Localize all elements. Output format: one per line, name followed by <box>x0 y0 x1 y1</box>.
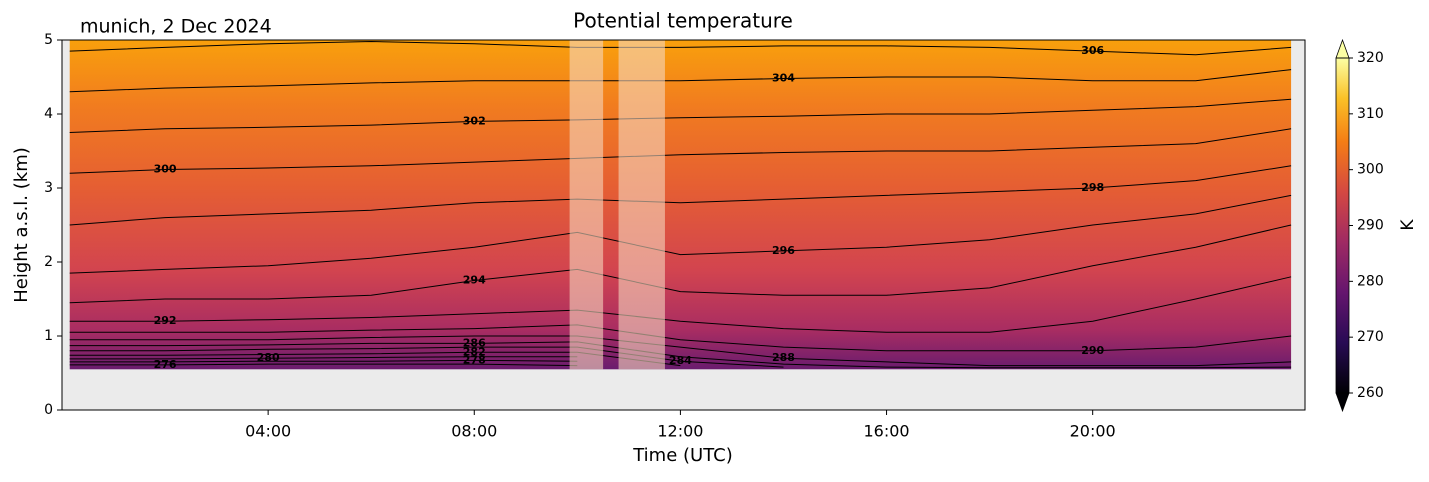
contour-line <box>69 194 1292 274</box>
colorbar-tick-label: 320 <box>1357 50 1384 66</box>
y-tick-label: 3 <box>44 180 53 196</box>
colorbar-label: K <box>1398 219 1418 231</box>
colorbar-tick-label: 280 <box>1357 273 1384 289</box>
contour-label: 282 <box>463 345 486 358</box>
contour-line <box>69 165 1292 226</box>
contour-label: 276 <box>154 358 177 371</box>
contour-label: 304 <box>772 71 795 84</box>
colorbar-tick-label: 300 <box>1357 162 1384 178</box>
contour-label: 292 <box>154 314 177 327</box>
x-tick-label: 04:00 <box>245 422 291 441</box>
contour-line <box>69 98 1292 133</box>
plot-frame <box>61 39 1306 411</box>
colorbar-tick-label: 270 <box>1357 329 1384 345</box>
location-label: munich, 2 Dec 2024 <box>80 16 272 38</box>
masked-interval <box>618 40 665 370</box>
contour-line <box>69 356 578 360</box>
x-axis-label: Time (UTC) <box>632 445 733 466</box>
contour-line <box>69 363 578 367</box>
contour-label: 286 <box>463 336 486 349</box>
contour-label: 288 <box>772 351 795 364</box>
contour-line <box>69 324 1292 352</box>
contour-label: 302 <box>463 114 486 127</box>
contour-line <box>69 335 1292 367</box>
contour-line <box>69 224 1292 304</box>
colorbar-extend-max <box>1335 38 1350 59</box>
x-tick-label: 08:00 <box>451 422 497 441</box>
y-tick-label: 2 <box>44 254 53 270</box>
chart-title: Potential temperature <box>573 9 793 33</box>
masked-interval <box>569 40 604 370</box>
x-tick-label: 12:00 <box>657 422 703 441</box>
data-field <box>69 40 1292 370</box>
contour-label: 296 <box>772 244 795 257</box>
contour-label: 280 <box>257 351 280 364</box>
contour-label: 300 <box>154 163 177 176</box>
y-tick-label: 1 <box>44 328 53 344</box>
x-tick-label: 16:00 <box>863 422 909 441</box>
contour-line <box>69 359 578 363</box>
y-tick-label: 4 <box>44 106 53 122</box>
x-tick-label: 20:00 <box>1070 422 1116 441</box>
colorbar-tick-label: 290 <box>1357 218 1384 234</box>
contour-label: 284 <box>669 354 692 367</box>
contour-label: 290 <box>1081 344 1104 357</box>
y-axis-label: Height a.s.l. (km) <box>11 147 32 303</box>
contour-label: 306 <box>1081 44 1104 57</box>
contour-line <box>69 276 1292 333</box>
y-tick-label: 5 <box>44 32 53 48</box>
contour-line <box>69 128 1292 174</box>
y-tick-label: 0 <box>44 402 53 418</box>
colorbar-tick-label: 260 <box>1357 385 1384 401</box>
colorbar <box>1336 58 1349 393</box>
contour-line <box>69 69 1292 93</box>
contour-label: 298 <box>1081 181 1104 194</box>
colorbar-tick-label: 310 <box>1357 106 1384 122</box>
contour-line <box>69 40 1292 56</box>
colorbar-extend-min <box>1335 392 1350 413</box>
contour-label: 294 <box>463 274 486 287</box>
contour-line <box>69 341 1292 369</box>
